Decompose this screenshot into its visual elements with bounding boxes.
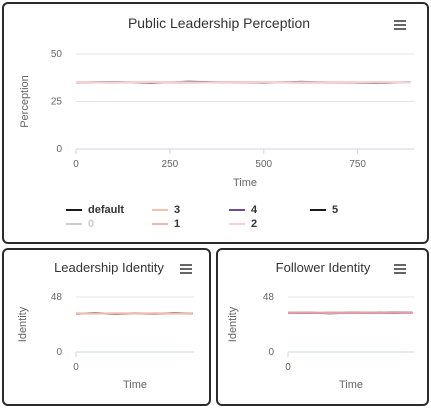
legend-swatch xyxy=(152,209,168,211)
legend-item-default[interactable]: default xyxy=(66,204,124,216)
x-tick-label: 500 xyxy=(255,159,272,170)
public-leadership-perception-panel: Public Leadership Perception 0 25 50 0 250 500… xyxy=(2,2,429,244)
y-tick-label: 0 xyxy=(56,144,62,155)
x-tick-label: 0 xyxy=(285,362,291,373)
chart-menu-icon[interactable] xyxy=(394,18,406,32)
legend-swatch xyxy=(152,223,168,225)
x-tick-label: 0 xyxy=(73,159,79,170)
x-axis-label: Time xyxy=(233,177,257,189)
x-axis-label: Time xyxy=(123,379,147,391)
legend-item-5[interactable]: 5 xyxy=(310,204,338,216)
legend-item-2[interactable]: 2 xyxy=(229,218,257,230)
legend-item-0[interactable]: 0 xyxy=(66,218,94,230)
legend-label: 3 xyxy=(174,204,181,216)
legend-item-4[interactable]: 4 xyxy=(229,204,257,216)
series-line-2 xyxy=(75,81,411,84)
y-tick-label: 50 xyxy=(51,49,63,60)
follower-identity-chart-svg: Follower Identity 0 48 0 Time Identity xyxy=(227,260,414,391)
legend-swatch xyxy=(229,209,245,211)
legend-label: 0 xyxy=(88,218,95,230)
x-tick-label: 750 xyxy=(349,159,366,170)
chart-title: Public Leadership Perception xyxy=(128,15,310,31)
chart-menu-icon[interactable] xyxy=(394,262,406,276)
chart-title: Follower Identity xyxy=(276,260,371,275)
x-axis-label: Time xyxy=(339,379,363,391)
chart-title: Leadership Identity xyxy=(54,260,164,275)
y-tick-label: 48 xyxy=(51,292,63,303)
y-tick-label: 0 xyxy=(56,347,62,358)
x-tick-label: 0 xyxy=(73,362,79,373)
y-tick-label: 0 xyxy=(268,347,274,358)
legend-label: 5 xyxy=(332,204,339,216)
y-axis-label: Identity xyxy=(17,306,29,342)
chart-menu-icon[interactable] xyxy=(180,262,192,276)
legend-label: default xyxy=(88,204,125,216)
x-tick-label: 250 xyxy=(162,159,179,170)
legend-swatch xyxy=(229,223,245,225)
legend-swatch xyxy=(66,209,82,211)
leadership-identity-panel: Leadership Identity 0 48 0 Time Identity xyxy=(2,248,211,406)
y-axis-label: Perception xyxy=(19,75,31,128)
legend-label: 2 xyxy=(251,218,258,230)
legend-item-3[interactable]: 3 xyxy=(152,204,180,216)
y-tick-label: 48 xyxy=(263,292,275,303)
legend-label: 1 xyxy=(174,218,181,230)
y-axis-label: Identity xyxy=(227,306,239,342)
y-tick-label: 25 xyxy=(51,97,63,108)
legend-label: 4 xyxy=(251,204,258,216)
legend-swatch xyxy=(310,209,326,211)
legend-item-1[interactable]: 1 xyxy=(152,218,180,230)
follower-identity-panel: Follower Identity 0 48 0 Time Identity xyxy=(216,248,429,406)
leadership-identity-chart-svg: Leadership Identity 0 48 0 Time Identity xyxy=(17,260,194,391)
legend-swatch xyxy=(66,223,82,225)
